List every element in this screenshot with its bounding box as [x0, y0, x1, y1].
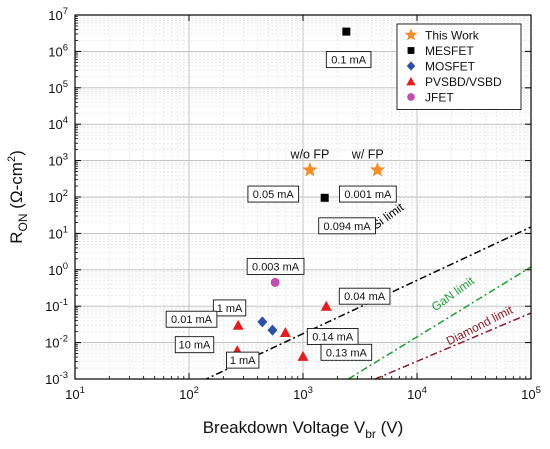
point-label-text: 0.01 mA: [171, 314, 213, 326]
annotation-w-fp: w/ FP: [351, 147, 384, 161]
point-label-box: [339, 185, 397, 203]
point-label-text: 0.094 mA: [324, 221, 372, 233]
y-tick-label: 102: [48, 188, 68, 205]
point-label-box: [212, 299, 247, 317]
point-label-box: [174, 336, 215, 354]
y-tick-label: 10-3: [45, 370, 68, 387]
point-label: 0.04 mA: [338, 287, 391, 305]
x-tick-label: 102: [179, 385, 199, 402]
point-label: 0.01 mA: [165, 310, 218, 328]
legend-marker-this-work: [404, 28, 418, 41]
x-tick-label: 104: [407, 385, 427, 402]
point-label-box: [165, 310, 218, 328]
pvsbd-vsbd-point: [297, 350, 309, 361]
this-work-point: [369, 162, 386, 177]
annotation-w-o-fp: w/o FP: [289, 147, 329, 161]
legend-marker-jfet: [407, 93, 415, 101]
point-label-box: [247, 185, 300, 203]
point-label-box: [226, 351, 260, 369]
point-label-box: [318, 217, 376, 235]
mesfet-point: [320, 193, 329, 202]
x-tick-label: 103: [293, 385, 313, 402]
y-tick-label: 105: [48, 79, 68, 96]
pvsbd-vsbd-point: [320, 300, 332, 311]
this-work-point: [302, 162, 318, 177]
y-tick-label: 100: [48, 261, 68, 278]
point-label-text: 1 mA: [230, 355, 256, 367]
y-tick-label: 10-1: [45, 297, 68, 314]
x-tick-label: 105: [521, 385, 541, 402]
point-label: 1 mA: [212, 299, 247, 317]
point-label-box: [246, 257, 305, 275]
point-label-box: [325, 51, 372, 69]
gan-limit-line: [347, 266, 531, 379]
point-label: 0.003 mA: [246, 257, 305, 275]
point-label: 0.14 mA: [306, 328, 359, 345]
point-label: 1 mA: [226, 351, 260, 369]
x-axis-title: Breakdown Voltage Vbr (V): [203, 418, 404, 441]
mesfet-point: [342, 27, 351, 36]
pvsbd-vsbd-point: [279, 326, 291, 337]
legend-label-jfet: JFET: [425, 91, 454, 105]
legend-box: [396, 23, 522, 110]
point-label: 10 mA: [174, 336, 215, 354]
point-label-text: 10 mA: [179, 340, 211, 352]
point-label-text: 0.05 mA: [253, 189, 295, 201]
point-label-text: 0.13 mA: [326, 347, 368, 359]
point-label-text: 0.04 mA: [344, 291, 386, 303]
point-label-text: 0.001 mA: [344, 189, 392, 201]
legend-label-pvsbd-vsbd: PVSBD/VSBD: [425, 75, 502, 89]
diamond-limit-line: [374, 312, 531, 379]
point-label: 0.13 mA: [320, 343, 373, 361]
point-label-text: 0.003 mA: [252, 261, 300, 273]
point-label-text: 0.1 mA: [331, 55, 367, 67]
mosfet-point: [267, 324, 278, 336]
point-label-text: 0.14 mA: [312, 331, 354, 343]
point-label: 0.1 mA: [325, 51, 372, 69]
y-tick-label: 103: [48, 152, 68, 169]
x-tick-label: 101: [65, 385, 85, 402]
legend-marker-mosfet: [406, 61, 416, 71]
jfet-point: [270, 277, 280, 287]
legend-marker-mesfet: [407, 47, 415, 54]
legend-marker-pvsbd-vsbd: [406, 76, 416, 86]
y-tick-label: 10-2: [45, 334, 68, 351]
y-tick-label: 101: [48, 224, 68, 241]
gan-limit-label: GaN limit: [429, 273, 478, 314]
y-axis-title: RON (Ω-cm2): [6, 150, 30, 244]
axes: 101 102 103 104 105 10-3 10-2 10-1 100 101 102 103 1…: [45, 6, 541, 402]
y-tick-label: 104: [48, 115, 68, 132]
point-label: 0.094 mA: [318, 217, 376, 235]
y-tick-label: 106: [48, 42, 68, 59]
pvsbd-vsbd-point: [232, 319, 244, 330]
mosfet-point: [257, 316, 268, 328]
legend-label-this-work: This Work: [425, 29, 480, 43]
data-labels: 0.05 mA 0.001 mA 0.1 mA 0.094 mA 1 mA 1 mA 0.0…: [165, 51, 397, 369]
legend-label-mosfet: MOSFET: [425, 60, 476, 74]
point-label-box: [320, 343, 373, 361]
point-label-text: 1 mA: [217, 303, 243, 315]
point-label: 0.05 mA: [247, 185, 300, 203]
point-label-box: [338, 287, 391, 305]
legend-label-mesfet: MESFET: [425, 44, 474, 58]
y-tick-label: 107: [48, 6, 68, 23]
point-label: 0.001 mA: [339, 185, 397, 203]
